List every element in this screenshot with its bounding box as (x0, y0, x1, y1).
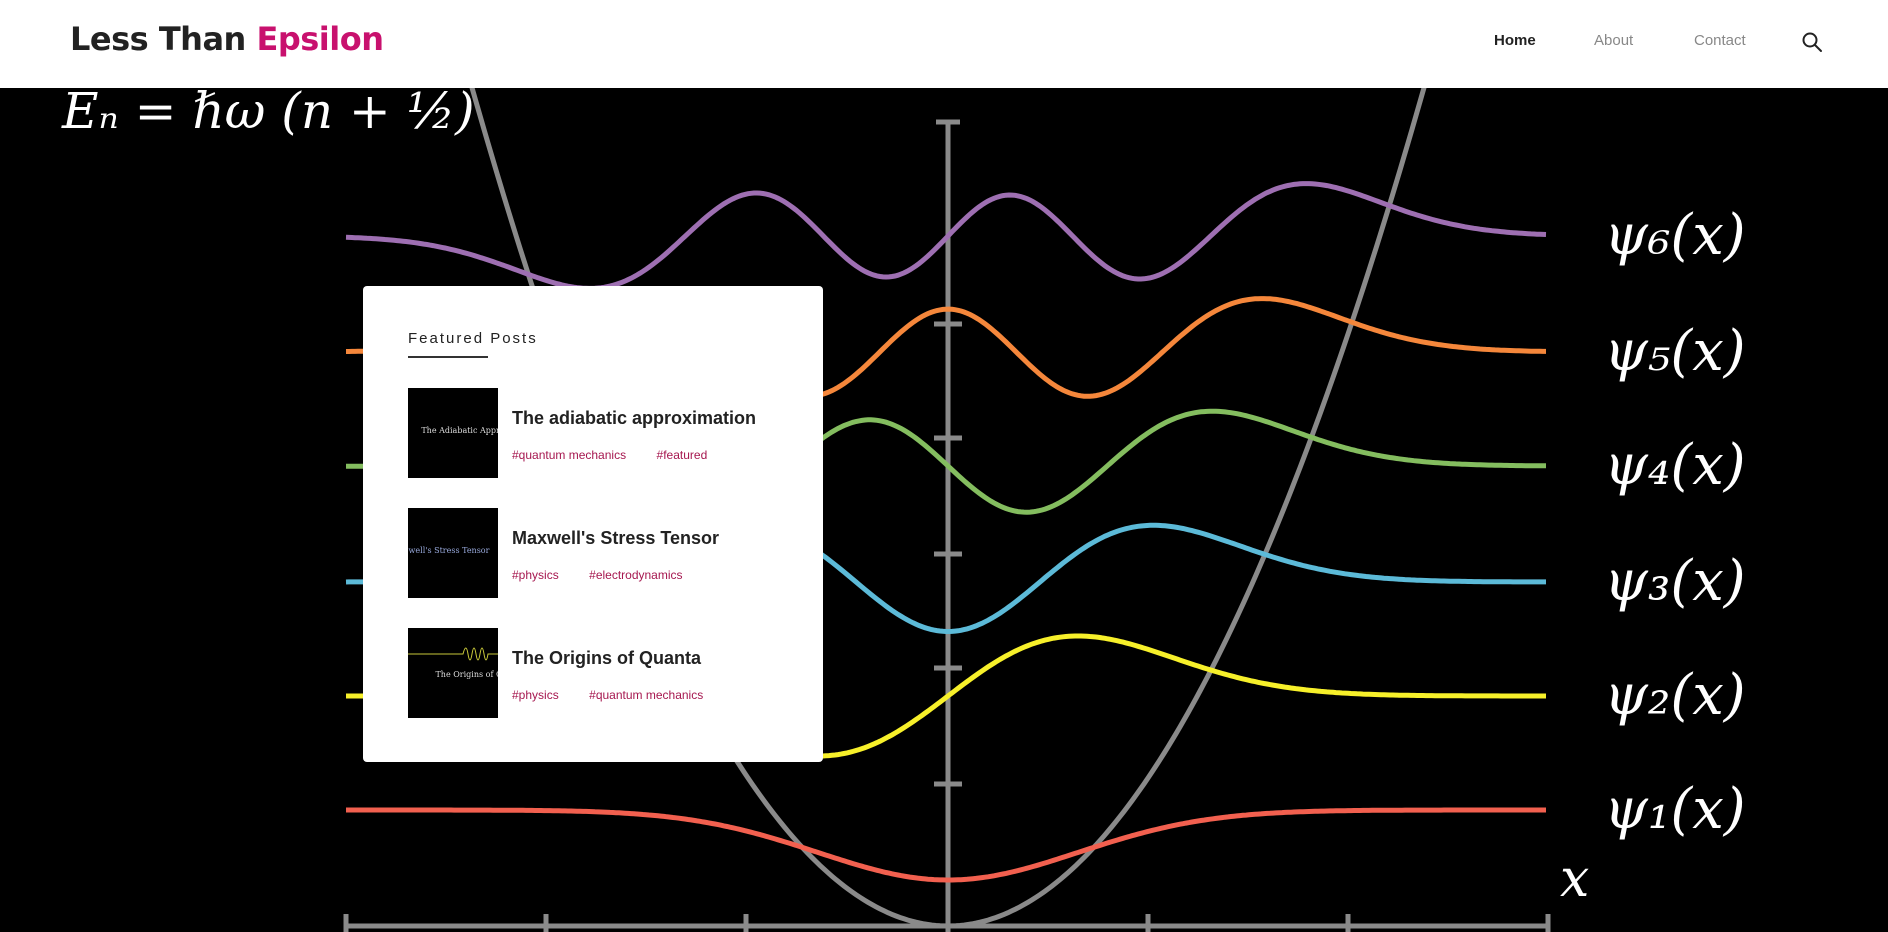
heading-underline (408, 356, 488, 358)
tag-link[interactable]: #physics (512, 688, 559, 702)
wavefunction-label: ψ₃(x) (1604, 549, 1746, 614)
logo-text-primary: Less Than (70, 20, 246, 58)
tag-link[interactable]: #electrodynamics (589, 568, 683, 582)
featured-posts-heading: Featured Posts (408, 330, 538, 347)
thumbnail-caption: well's Stress Tensor (408, 546, 490, 555)
post-title-link[interactable]: The adiabatic approximation (512, 408, 757, 428)
post-thumbnail[interactable]: The Adiabatic Appro (408, 388, 498, 478)
post-tags: #physics #quantum mechanics (512, 686, 729, 704)
site-logo[interactable]: Less Than Epsilon (70, 20, 384, 58)
featured-post[interactable]: The Adiabatic Appro The adiabatic approx… (408, 388, 808, 478)
post-title-link[interactable]: Maxwell's Stress Tensor (512, 528, 720, 548)
search-icon (1802, 32, 1822, 52)
logo-text-accent: Epsilon (256, 20, 384, 58)
energy-formula: Eₙ = ℏω (n + ½) (61, 88, 475, 140)
wavefunction-curve (345, 181, 1547, 291)
post-title-link[interactable]: The Origins of Quanta (512, 648, 702, 668)
nav-about-link[interactable]: About (1594, 32, 1634, 49)
wavefunction-curve (346, 807, 1546, 883)
wavefunction-label: ψ₁(x) (1604, 777, 1746, 842)
tag-link[interactable]: #quantum mechanics (589, 688, 704, 702)
axis-ticks (343, 321, 1551, 932)
post-thumbnail[interactable]: The Origins of Q (408, 628, 498, 718)
wavefunction-label: ψ₂(x) (1604, 663, 1746, 728)
post-tags: #physics #electrodynamics (512, 566, 709, 584)
tag-link[interactable]: #quantum mechanics (512, 448, 627, 462)
nav-home-link[interactable]: Home (1494, 32, 1536, 49)
featured-post[interactable]: well's Stress Tensor Maxwell's Stress Te… (408, 508, 808, 598)
x-axis-label: x (1560, 849, 1589, 909)
harmonic-oscillator-illustration: ψ₆(x) ψ₅(x) ψ₄(x) ψ₃(x) ψ₂(x) ψ₁(x) Eₙ = ℏω (… (61, 88, 1746, 932)
tag-link[interactable]: #physics (512, 568, 559, 582)
featured-posts-card: Featured Posts The Adiabatic Appro The a… (363, 286, 823, 762)
wavefunction-label: ψ₅(x) (1604, 319, 1746, 384)
search-button[interactable] (1800, 30, 1824, 54)
featured-post[interactable]: The Origins of Q The Origins of Quanta #… (408, 628, 808, 718)
nav-contact-link[interactable]: Contact (1694, 32, 1746, 49)
wavefunction-label: ψ₆(x) (1604, 203, 1746, 268)
hero-banner: ψ₆(x) ψ₅(x) ψ₄(x) ψ₃(x) ψ₂(x) ψ₁(x) Eₙ = ℏω (… (0, 88, 1888, 932)
thumbnail-caption: The Origins of Q (435, 670, 498, 679)
tag-link[interactable]: #featured (656, 448, 708, 462)
post-thumbnail[interactable]: well's Stress Tensor (408, 508, 498, 598)
site-header: Less Than Epsilon Home About Contact (0, 0, 1888, 88)
wavefunction-label: ψ₄(x) (1604, 433, 1746, 498)
post-tags: #quantum mechanics #featured (512, 446, 733, 464)
thumbnail-caption: The Adiabatic Appro (421, 426, 498, 435)
thumbnail-wave-graphic (408, 647, 498, 661)
